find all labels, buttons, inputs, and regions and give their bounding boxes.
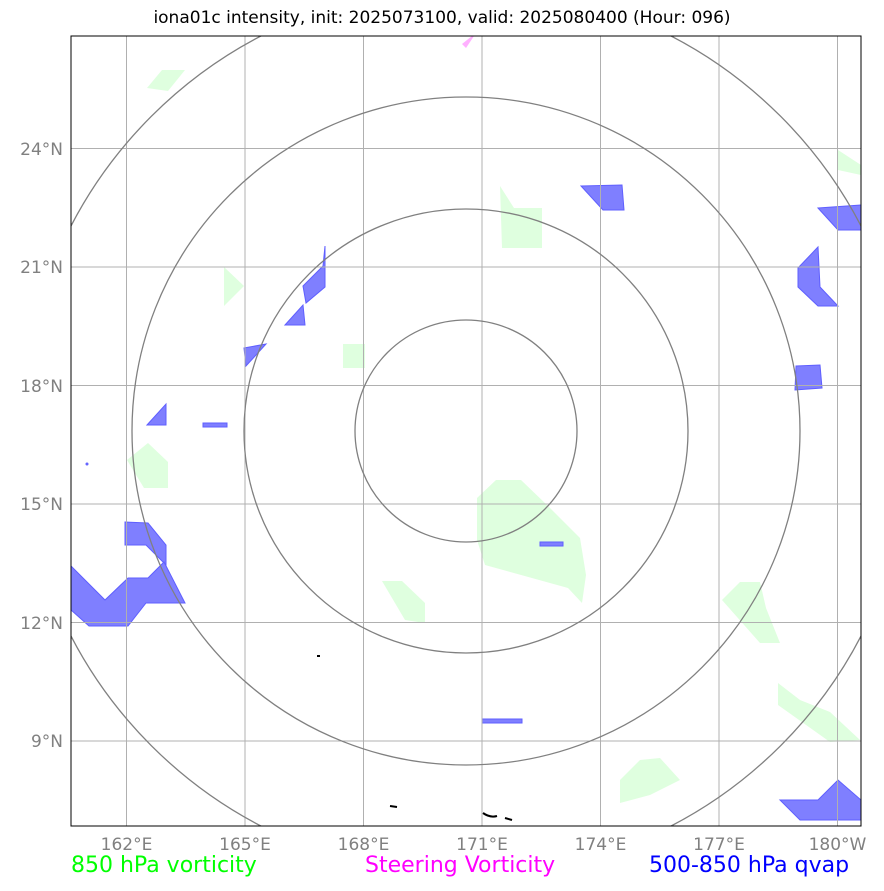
lat-tick-labels: 24°N 21°N 18°N 15°N 12°N 9°N [20,140,63,752]
lon-tick-label: 168°E [338,835,390,855]
map-title: iona01c intensity, init: 2025073100, val… [153,8,731,28]
lat-tick-label: 24°N [20,140,63,160]
lon-tick-label: 177°E [693,835,745,855]
lon-tick-label: 174°E [575,835,627,855]
qvap-area [145,402,167,426]
black-contours [317,655,513,821]
vorticity-area [778,683,860,742]
lat-tick-label: 21°N [20,258,63,278]
map-plot-area [71,36,861,826]
lat-tick-label: 9°N [31,732,63,752]
vorticity-area [343,344,365,368]
qvap-area [202,422,228,428]
legend-vorticity-850: 850 hPa vorticity [71,853,257,878]
range-rings [71,36,861,826]
vorticity-area [127,443,168,488]
lon-tick-label: 171°E [456,835,508,855]
qvap-area [778,779,861,821]
lon-tick-labels: 162°E 165°E 168°E 171°E 174°E 177°E 180°… [101,835,867,855]
lon-tick-label: 180°W [809,835,867,855]
lat-tick-label: 15°N [20,495,63,515]
lat-tick-label: 12°N [20,614,63,634]
vorticity-area [147,70,185,91]
qvap-area [85,462,89,466]
qvap-area [302,245,326,304]
legend-qvap: 500-850 hPa qvap [649,853,850,878]
grid-lines [71,36,861,826]
range-ring-1 [354,319,578,543]
qvap-area [579,184,625,211]
range-ring-3 [131,96,801,766]
vorticity-area [224,267,244,306]
black-contour [482,812,498,818]
vorticity-area [620,758,680,803]
lon-tick-label: 165°E [219,835,271,855]
vorticity-850-areas [127,70,861,803]
qvap-area [481,718,523,724]
qvap-areas [71,184,861,821]
qvap-area [539,541,564,547]
qvap-area [124,521,167,567]
range-ring-2 [243,208,689,654]
map-frame [70,35,862,827]
black-contour [389,805,398,808]
steering-vorticity-area [462,36,474,48]
range-ring-4 [71,36,861,826]
legend-steering-vorticity: Steering Vorticity [365,853,556,878]
black-contour [504,817,513,821]
lat-tick-label: 18°N [20,377,63,397]
qvap-area [816,204,861,231]
vorticity-area [722,582,780,643]
lon-tick-label: 162°E [101,835,153,855]
vorticity-area [838,150,861,175]
vorticity-area [500,186,542,248]
qvap-area [283,303,306,326]
steering-vorticity-areas [462,36,474,48]
qvap-area [71,561,186,627]
qvap-area [797,245,840,307]
vorticity-area [477,480,586,603]
qvap-area [794,364,823,391]
vorticity-area [382,581,425,623]
